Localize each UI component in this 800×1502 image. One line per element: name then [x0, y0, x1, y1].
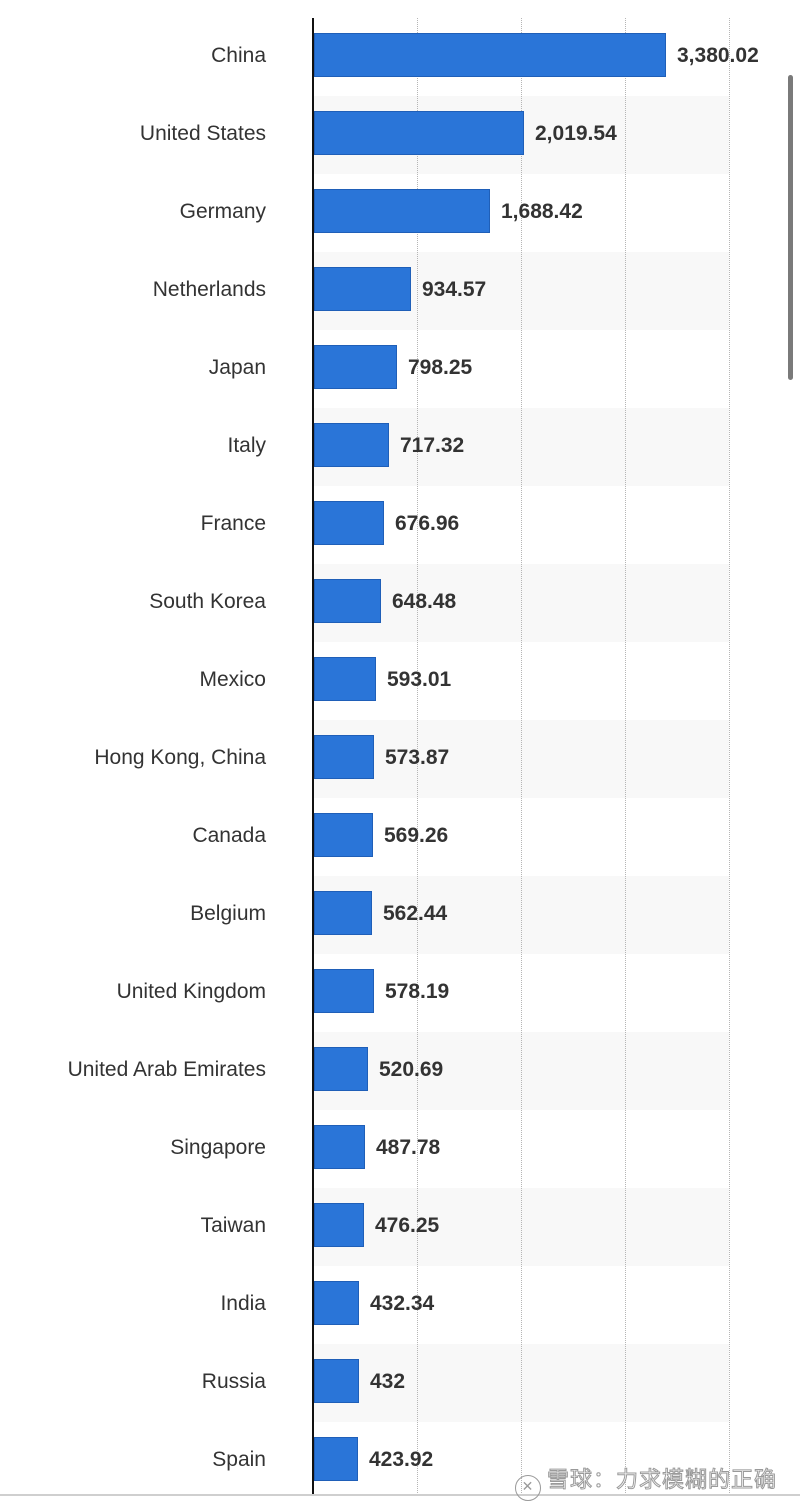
- category-label: India: [220, 1292, 266, 1315]
- bar[interactable]: [314, 891, 372, 935]
- category-label: United Kingdom: [116, 980, 266, 1003]
- category-label: Hong Kong, China: [94, 746, 266, 769]
- bar-row: United States 2,019.54: [0, 95, 800, 173]
- vertical-scrollbar[interactable]: [788, 75, 793, 380]
- bar[interactable]: [314, 1203, 364, 1247]
- bar[interactable]: [314, 111, 524, 155]
- bar[interactable]: [314, 1281, 359, 1325]
- bar-row: Germany 1,688.42: [0, 173, 800, 251]
- bar[interactable]: [314, 1047, 368, 1091]
- bar[interactable]: [314, 267, 411, 311]
- bar-row: Taiwan 476.25: [0, 1187, 800, 1265]
- value-label: 798.25: [408, 356, 473, 379]
- category-label: Spain: [212, 1448, 266, 1471]
- value-label: 934.57: [422, 278, 487, 301]
- snowball-logo-icon: ✕: [515, 1475, 541, 1501]
- bar[interactable]: [314, 657, 376, 701]
- bar-row: Spain 423.92: [0, 1421, 800, 1499]
- bar-row: France 676.96: [0, 485, 800, 563]
- bar[interactable]: [314, 1125, 365, 1169]
- bar-row: Russia 432: [0, 1343, 800, 1421]
- value-label: 717.32: [400, 434, 465, 457]
- category-label: Italy: [227, 434, 266, 457]
- gridline: [625, 18, 626, 1495]
- category-label: Netherlands: [152, 278, 266, 301]
- category-label: Germany: [179, 200, 266, 223]
- bar-row: Italy 717.32: [0, 407, 800, 485]
- bar-row: India 432.34: [0, 1265, 800, 1343]
- gridline: [729, 18, 730, 1495]
- bottom-divider: [0, 1494, 800, 1496]
- bar-row: Hong Kong, China 573.87: [0, 719, 800, 797]
- value-label: 578.19: [385, 980, 450, 1003]
- gridline: [521, 18, 522, 1495]
- bar[interactable]: [314, 189, 490, 233]
- bar-row: Canada 569.26: [0, 797, 800, 875]
- value-label: 1,688.42: [501, 200, 583, 223]
- value-label: 648.48: [392, 590, 457, 613]
- value-label: 432.34: [370, 1292, 435, 1315]
- bar-row: Netherlands 934.57: [0, 251, 800, 329]
- value-label: 487.78: [376, 1136, 441, 1159]
- bar[interactable]: [314, 345, 397, 389]
- category-label: Canada: [192, 824, 266, 847]
- category-label: Singapore: [170, 1136, 266, 1159]
- watermark: ✕ 雪球：力求模糊的正确: [515, 1462, 777, 1501]
- bar[interactable]: [314, 579, 381, 623]
- bar[interactable]: [314, 1437, 358, 1481]
- value-label: 562.44: [383, 902, 448, 925]
- bar[interactable]: [314, 735, 374, 779]
- bar[interactable]: [314, 501, 384, 545]
- bar[interactable]: [314, 33, 666, 77]
- category-label: United Arab Emirates: [67, 1058, 266, 1081]
- category-label: United States: [139, 122, 266, 145]
- bar-row: United Arab Emirates 520.69: [0, 1031, 800, 1109]
- value-label: 593.01: [387, 668, 452, 691]
- watermark-text: 雪球：力求模糊的正确: [546, 1468, 778, 1494]
- value-label: 520.69: [379, 1058, 444, 1081]
- value-label: 573.87: [385, 746, 450, 769]
- value-label: 423.92: [369, 1448, 434, 1471]
- category-label: China: [211, 44, 266, 67]
- bar-row: Belgium 562.44: [0, 875, 800, 953]
- value-label: 2,019.54: [535, 122, 617, 145]
- value-label: 569.26: [384, 824, 449, 847]
- bar[interactable]: [314, 1359, 359, 1403]
- value-label: 432: [370, 1370, 406, 1393]
- category-label: Taiwan: [200, 1214, 266, 1237]
- bar[interactable]: [314, 423, 389, 467]
- bar-row: Japan 798.25: [0, 329, 800, 407]
- category-label: South Korea: [149, 590, 266, 613]
- gridline: [417, 18, 418, 1495]
- value-label: 3,380.02: [677, 44, 759, 67]
- category-label: Japan: [208, 356, 266, 379]
- value-label: 676.96: [395, 512, 460, 535]
- bar-row: Mexico 593.01: [0, 641, 800, 719]
- category-label: Russia: [201, 1370, 266, 1393]
- bar[interactable]: [314, 969, 374, 1013]
- category-label: Mexico: [199, 668, 266, 691]
- plot-area: [313, 18, 730, 1495]
- bar-row: China 3,380.02: [0, 17, 800, 95]
- bar-row: United Kingdom 578.19: [0, 953, 800, 1031]
- bar-row: South Korea 648.48: [0, 563, 800, 641]
- y-axis-line: [312, 18, 314, 1495]
- value-label: 476.25: [375, 1214, 440, 1237]
- category-label: Belgium: [190, 902, 266, 925]
- category-label: France: [200, 512, 266, 535]
- bar[interactable]: [314, 813, 373, 857]
- bar-row: Singapore 487.78: [0, 1109, 800, 1187]
